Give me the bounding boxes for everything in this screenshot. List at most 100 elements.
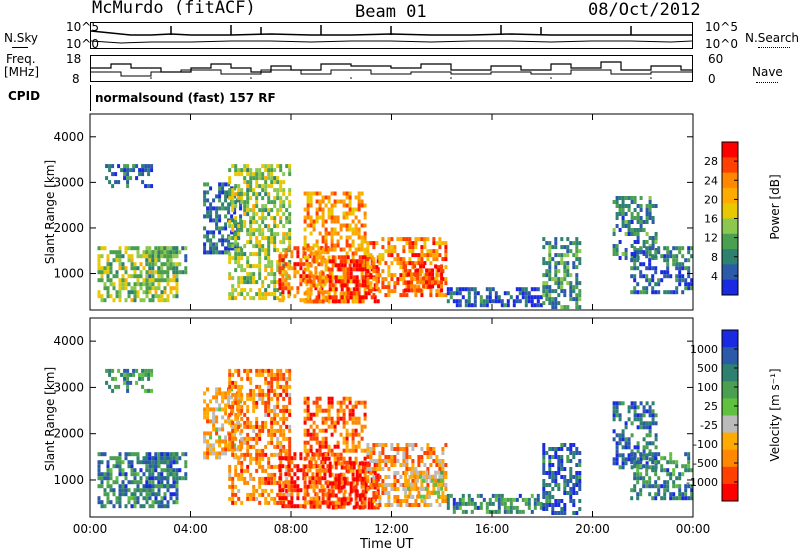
colorbar-tick-label: -100 xyxy=(693,438,718,451)
power-colorbar-label: Power [dB] xyxy=(768,174,782,240)
colorbar-segment xyxy=(722,187,738,204)
cpid-value: normalsound (fast) 157 RF xyxy=(95,91,276,105)
x-tick-label: 16:00 xyxy=(475,522,510,536)
velocity-plot: 1000 2000 3000 4000 00:00 04:00 08:00 12:00 16:0… xyxy=(53,317,739,536)
nsearch-legend-line xyxy=(758,47,790,48)
colorbar-tick-label: 500 xyxy=(697,362,718,375)
data-region xyxy=(105,164,154,189)
colorbar-segment xyxy=(722,279,738,296)
data-region xyxy=(303,191,367,304)
velocity-ylabel: Slant Range [km] xyxy=(43,366,57,472)
freq-panel xyxy=(90,55,693,82)
x-axis-label: Time UT xyxy=(360,537,414,552)
data-region xyxy=(630,452,694,501)
power-ylabel: Slant Range [km] xyxy=(43,159,57,265)
colorbar-segment xyxy=(722,483,738,502)
freq-trace xyxy=(91,61,692,79)
colorbar-segment xyxy=(722,364,738,382)
colorbar-tick-label: 100 xyxy=(697,381,718,394)
nsearch-label: N.Search xyxy=(745,31,800,45)
cpid-panel: normalsound (fast) 157 RF xyxy=(90,85,693,111)
data-region xyxy=(228,164,292,301)
y-tick-label: 4000 xyxy=(53,130,84,144)
data-region xyxy=(542,237,582,310)
x-tick-label: 04:00 xyxy=(173,522,208,536)
freq-tick-top: 18 xyxy=(66,52,82,66)
data-region xyxy=(145,246,188,279)
nsky-legend-line xyxy=(12,47,28,48)
x-tick-label: 20:00 xyxy=(575,522,610,536)
data-region xyxy=(612,196,658,260)
colorbar-tick-label: 12 xyxy=(704,232,718,245)
nave-tick-bottom: 0 xyxy=(708,72,716,86)
x-tick-label: 12:00 xyxy=(374,522,409,536)
data-region xyxy=(404,264,444,293)
colorbar-segment xyxy=(722,449,738,468)
nave-legend-line xyxy=(756,82,778,83)
y-tick-label: 2000 xyxy=(53,427,84,441)
nave-label: Nave xyxy=(752,65,783,79)
colorbar-segment xyxy=(722,249,738,265)
colorbar: 28 24 20 16 12 8 4 xyxy=(704,141,739,296)
colorbar-segment xyxy=(722,203,738,219)
data-region xyxy=(145,452,188,489)
colorbar-tick-label: 24 xyxy=(704,174,718,187)
date-title: 08/Oct/2012 xyxy=(588,0,701,20)
data-region xyxy=(366,237,448,298)
colorbar-tick-label: 25 xyxy=(704,400,718,413)
colorbar-tick-label: -1000 xyxy=(686,476,718,489)
colorbar-segment xyxy=(722,264,738,281)
cpid-label: CPID xyxy=(8,89,41,103)
colorbar-segment xyxy=(722,347,738,365)
freq-unit: [MHz] xyxy=(4,65,40,79)
colorbar-segment xyxy=(722,172,738,189)
colorbar-tick-label: -500 xyxy=(693,457,718,470)
data-region xyxy=(97,246,179,303)
n-tick-right-bottom: 10^0 xyxy=(705,37,738,51)
colorbar-tick-label: 16 xyxy=(704,213,718,226)
colorbar-segment xyxy=(722,157,738,174)
y-tick-label: 3000 xyxy=(53,380,84,394)
colorbar-segment xyxy=(722,218,738,235)
x-tick-label: 00:00 xyxy=(676,522,711,536)
colorbar-tick-label: 28 xyxy=(704,155,718,168)
station-title: McMurdo (fitACF) xyxy=(92,0,256,18)
data-region xyxy=(612,401,658,470)
data-region xyxy=(542,443,582,515)
colorbar-segment xyxy=(722,432,738,451)
freq-tick-bottom: 8 xyxy=(72,72,80,86)
freq-label: Freq. xyxy=(6,52,36,66)
y-tick-label: 2000 xyxy=(53,221,84,235)
colorbar-segment xyxy=(722,466,738,485)
data-region xyxy=(446,493,543,514)
colorbar-segment xyxy=(722,398,738,416)
data-region xyxy=(97,452,179,509)
data-region xyxy=(228,368,292,505)
colorbar: 1000 500 100 25 -25 -100 -500 -1000 xyxy=(686,329,739,502)
colorbar-tick-label: 4 xyxy=(711,270,718,283)
data-region xyxy=(105,368,154,393)
colorbar-segment xyxy=(722,415,738,434)
nsky-panel xyxy=(90,22,693,49)
beam-title: Beam 01 xyxy=(355,2,427,22)
data-region xyxy=(404,470,444,499)
y-tick-label: 4000 xyxy=(53,334,84,348)
colorbar-tick-label: -25 xyxy=(700,419,718,432)
nave-tick-top: 60 xyxy=(708,52,724,66)
colorbar-segment xyxy=(722,233,738,250)
n-tick-right-top: 10^5 xyxy=(705,20,738,34)
y-tick-label: 3000 xyxy=(53,175,84,189)
nsky-trace xyxy=(90,25,693,44)
colorbar-segment xyxy=(722,330,738,348)
power-plot: 1000 2000 3000 4000 28 24 20 16 12 8 4 xyxy=(53,113,739,311)
colorbar-tick-label: 8 xyxy=(711,251,718,264)
colorbar-tick-label: 20 xyxy=(704,193,718,206)
y-tick-label: 1000 xyxy=(53,267,84,281)
data-region xyxy=(630,246,694,295)
velocity-colorbar-label: Velocity [m s⁻¹] xyxy=(768,368,782,462)
data-region xyxy=(446,287,543,308)
y-tick-label: 1000 xyxy=(53,473,84,487)
colorbar-tick-label: 1000 xyxy=(690,343,718,356)
x-tick-label: 08:00 xyxy=(274,522,309,536)
